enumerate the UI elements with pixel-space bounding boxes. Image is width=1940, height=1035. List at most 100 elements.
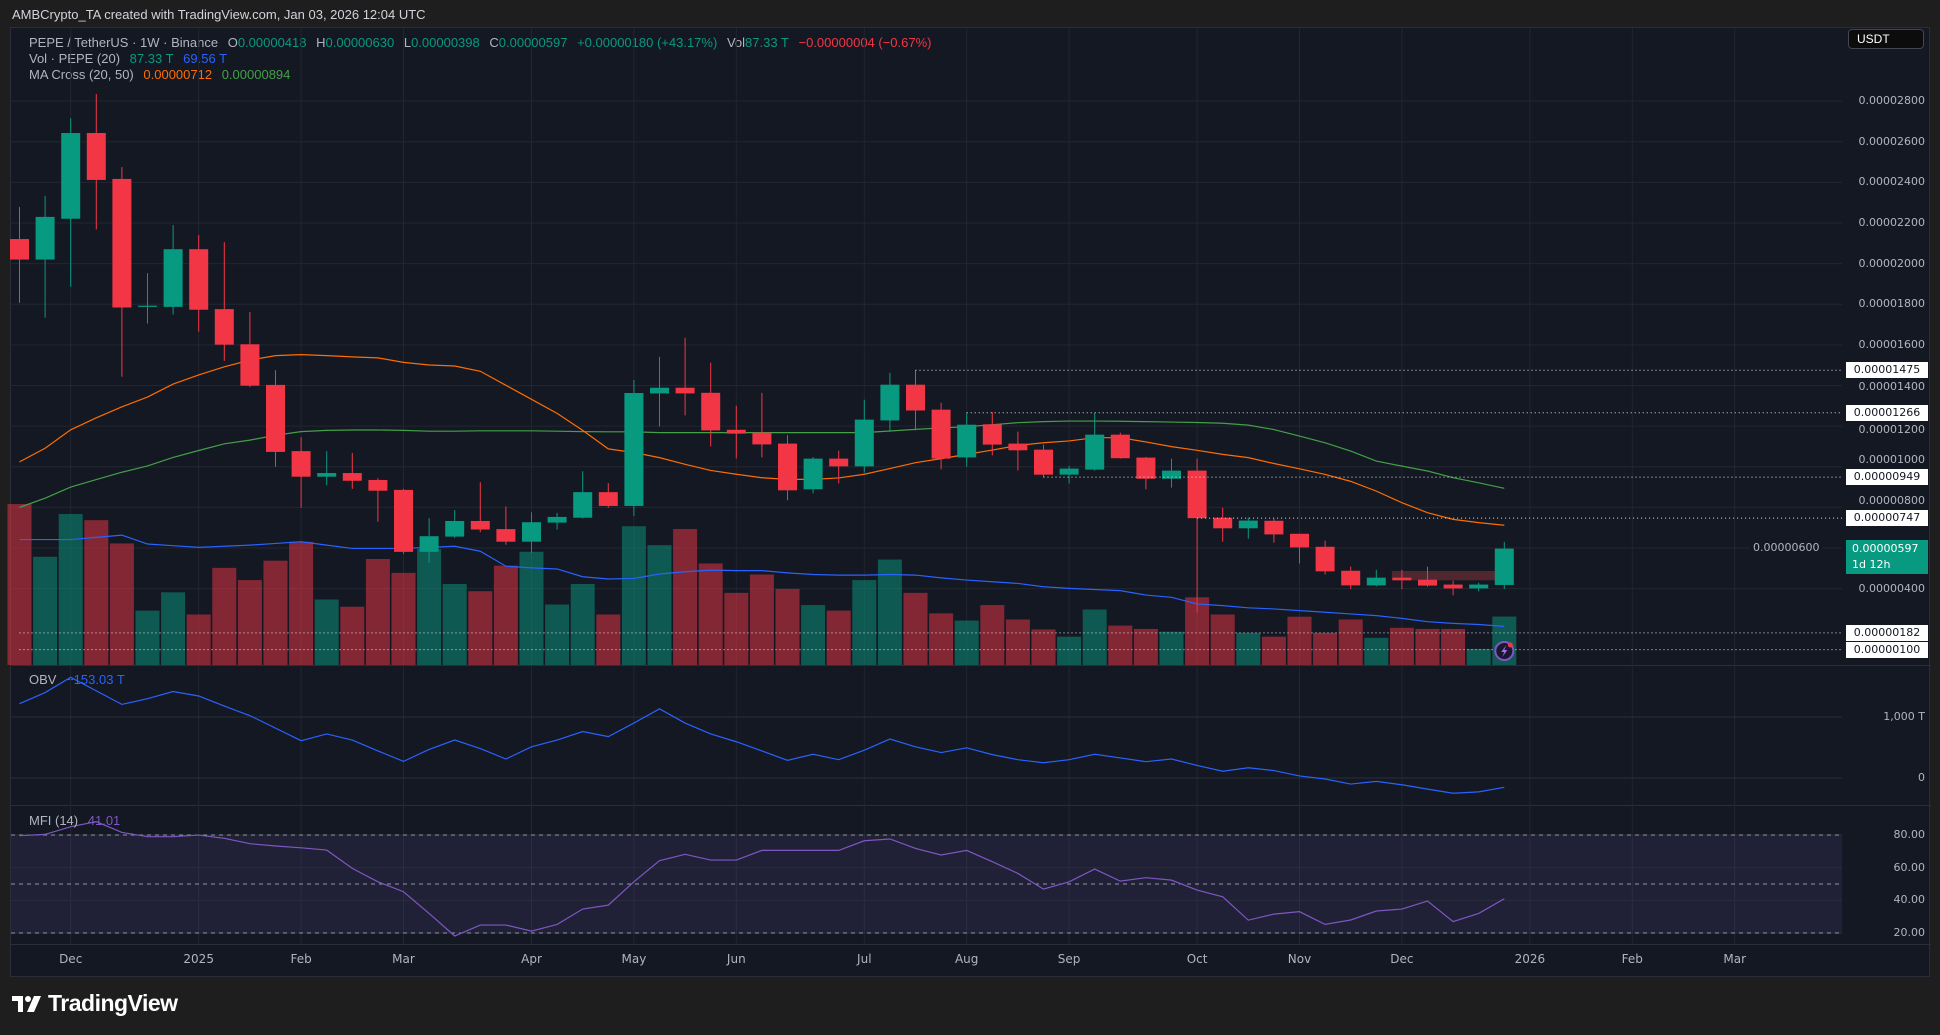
candle-body xyxy=(1469,584,1489,589)
mfi-axis[interactable]: 80.00 60.00 40.00 20.00 xyxy=(1842,805,1931,944)
candle xyxy=(957,412,977,467)
candle-body xyxy=(880,384,900,421)
symbol-name[interactable]: PEPE / TetherUS · 1W · Binance xyxy=(29,35,219,50)
candle-body xyxy=(1187,470,1207,519)
mfi-pane[interactable] xyxy=(11,805,1842,944)
candle-body xyxy=(1366,577,1386,586)
pane-separator[interactable] xyxy=(11,805,1931,806)
ma-cross-legend[interactable]: MA Cross (20, 50) 0.00000712 0.00000894 xyxy=(29,67,296,82)
price-axis-label: 0.00002600 xyxy=(1858,134,1925,148)
price-axis[interactable]: 0.00000400 0.00000600 0.00000800 0.00001000… xyxy=(1750,28,1931,665)
candle-body xyxy=(1162,470,1181,479)
candle xyxy=(10,206,29,303)
candle-body xyxy=(650,387,669,394)
volume-bar xyxy=(954,620,979,665)
candle xyxy=(906,370,925,431)
candle xyxy=(1136,457,1156,490)
candle xyxy=(266,370,285,467)
candle xyxy=(803,457,823,494)
price-axis-label: 0.00000400 xyxy=(1858,581,1925,595)
time-axis-label: Mar xyxy=(392,952,415,966)
volume-bar xyxy=(570,583,595,665)
candle xyxy=(1418,566,1437,587)
candle xyxy=(880,372,900,433)
candle-body xyxy=(368,479,388,491)
candle xyxy=(1264,518,1284,543)
candle-body xyxy=(522,522,541,542)
obv-axis[interactable]: 1,000 T 0 xyxy=(1842,665,1931,805)
candle-body xyxy=(726,429,746,434)
candle-body xyxy=(470,520,490,530)
candle xyxy=(214,242,234,361)
candle xyxy=(1213,507,1233,542)
candle xyxy=(1341,566,1361,590)
candle xyxy=(701,362,721,447)
high-label: H xyxy=(316,35,326,50)
mfi-legend[interactable]: MFI (14) 41.01 xyxy=(29,813,126,828)
candle-body xyxy=(1008,443,1028,451)
time-axis-label: Nov xyxy=(1287,952,1312,966)
time-axis-border xyxy=(11,944,1931,945)
chart-container[interactable]: PEPE / TetherUS · 1W · Binance O 0.000004… xyxy=(7,27,1931,977)
time-axis[interactable]: Dec 2025 Feb Mar Apr May Jun Jul Aug Sep Oct Nov Dec… xyxy=(11,944,1842,976)
candle xyxy=(61,118,81,287)
candle-body xyxy=(1213,517,1233,529)
candle xyxy=(342,452,362,489)
candle xyxy=(931,402,951,470)
candle xyxy=(470,482,490,533)
volume-bar xyxy=(673,529,698,665)
candle-body xyxy=(291,451,311,477)
pane-separator[interactable] xyxy=(11,665,1931,666)
volume-bar xyxy=(1057,636,1082,665)
candle-body xyxy=(1443,584,1463,589)
candle-body xyxy=(598,492,618,506)
price-pane[interactable] xyxy=(7,28,1842,665)
candle-body xyxy=(829,458,849,467)
time-axis-label: Dec xyxy=(59,952,83,966)
level-price-label: 0.00000100 xyxy=(1846,641,1928,658)
mfi-axis-label: 20.00 xyxy=(1893,926,1926,940)
candle xyxy=(163,225,183,315)
price-zone-rectangle[interactable] xyxy=(1391,570,1501,581)
volume-bar xyxy=(647,545,672,665)
candle xyxy=(112,166,132,377)
candle-body xyxy=(1392,577,1412,581)
candle xyxy=(1187,458,1207,613)
volume-ma-line xyxy=(19,534,1505,627)
candle xyxy=(624,380,644,516)
volume-bar xyxy=(212,567,237,665)
time-axis-label: Jul xyxy=(857,952,872,966)
currency-button[interactable]: USDT xyxy=(1848,29,1924,49)
level-price-label: 0.00000747 xyxy=(1846,510,1928,527)
candle xyxy=(368,478,388,522)
candle-body xyxy=(1418,579,1437,586)
volume-bar xyxy=(442,583,467,665)
price-axis-label: 0.00002800 xyxy=(1858,94,1925,108)
level-price-label: 0.00000182 xyxy=(1846,624,1928,641)
candle-body xyxy=(982,424,1002,445)
low-label: L xyxy=(403,35,412,50)
candle-body xyxy=(1136,457,1156,479)
volume-bar xyxy=(417,549,442,665)
candle xyxy=(1469,582,1489,592)
tradingview-logo[interactable]: TradingView xyxy=(12,990,178,1017)
time-axis-label: Dec xyxy=(1390,952,1414,966)
price-axis-label: 0.00001000 xyxy=(1858,453,1925,467)
close-value: 0.00000597 xyxy=(498,35,568,50)
lightning-alert-icon[interactable] xyxy=(1494,641,1515,661)
candle xyxy=(573,471,593,519)
ma-slow-value: 0.00000894 xyxy=(221,67,291,82)
candle xyxy=(86,94,106,230)
volume-indicator-value: 87.33 T xyxy=(129,51,174,66)
time-axis-label: Oct xyxy=(1186,952,1208,966)
volume-bar xyxy=(1338,619,1363,665)
volume-bar xyxy=(929,613,954,665)
obv-pane[interactable] xyxy=(11,665,1842,805)
candle xyxy=(547,512,567,530)
close-label: C xyxy=(489,35,499,50)
open-label: O xyxy=(227,35,238,50)
volume-bar xyxy=(263,560,288,665)
price-axis-label: 0.00000600 xyxy=(1750,540,1823,556)
vol-value: 87.33 T xyxy=(745,35,789,50)
volume-legend[interactable]: Vol · PEPE (20) 87.33 T 69.56 T xyxy=(29,51,233,66)
